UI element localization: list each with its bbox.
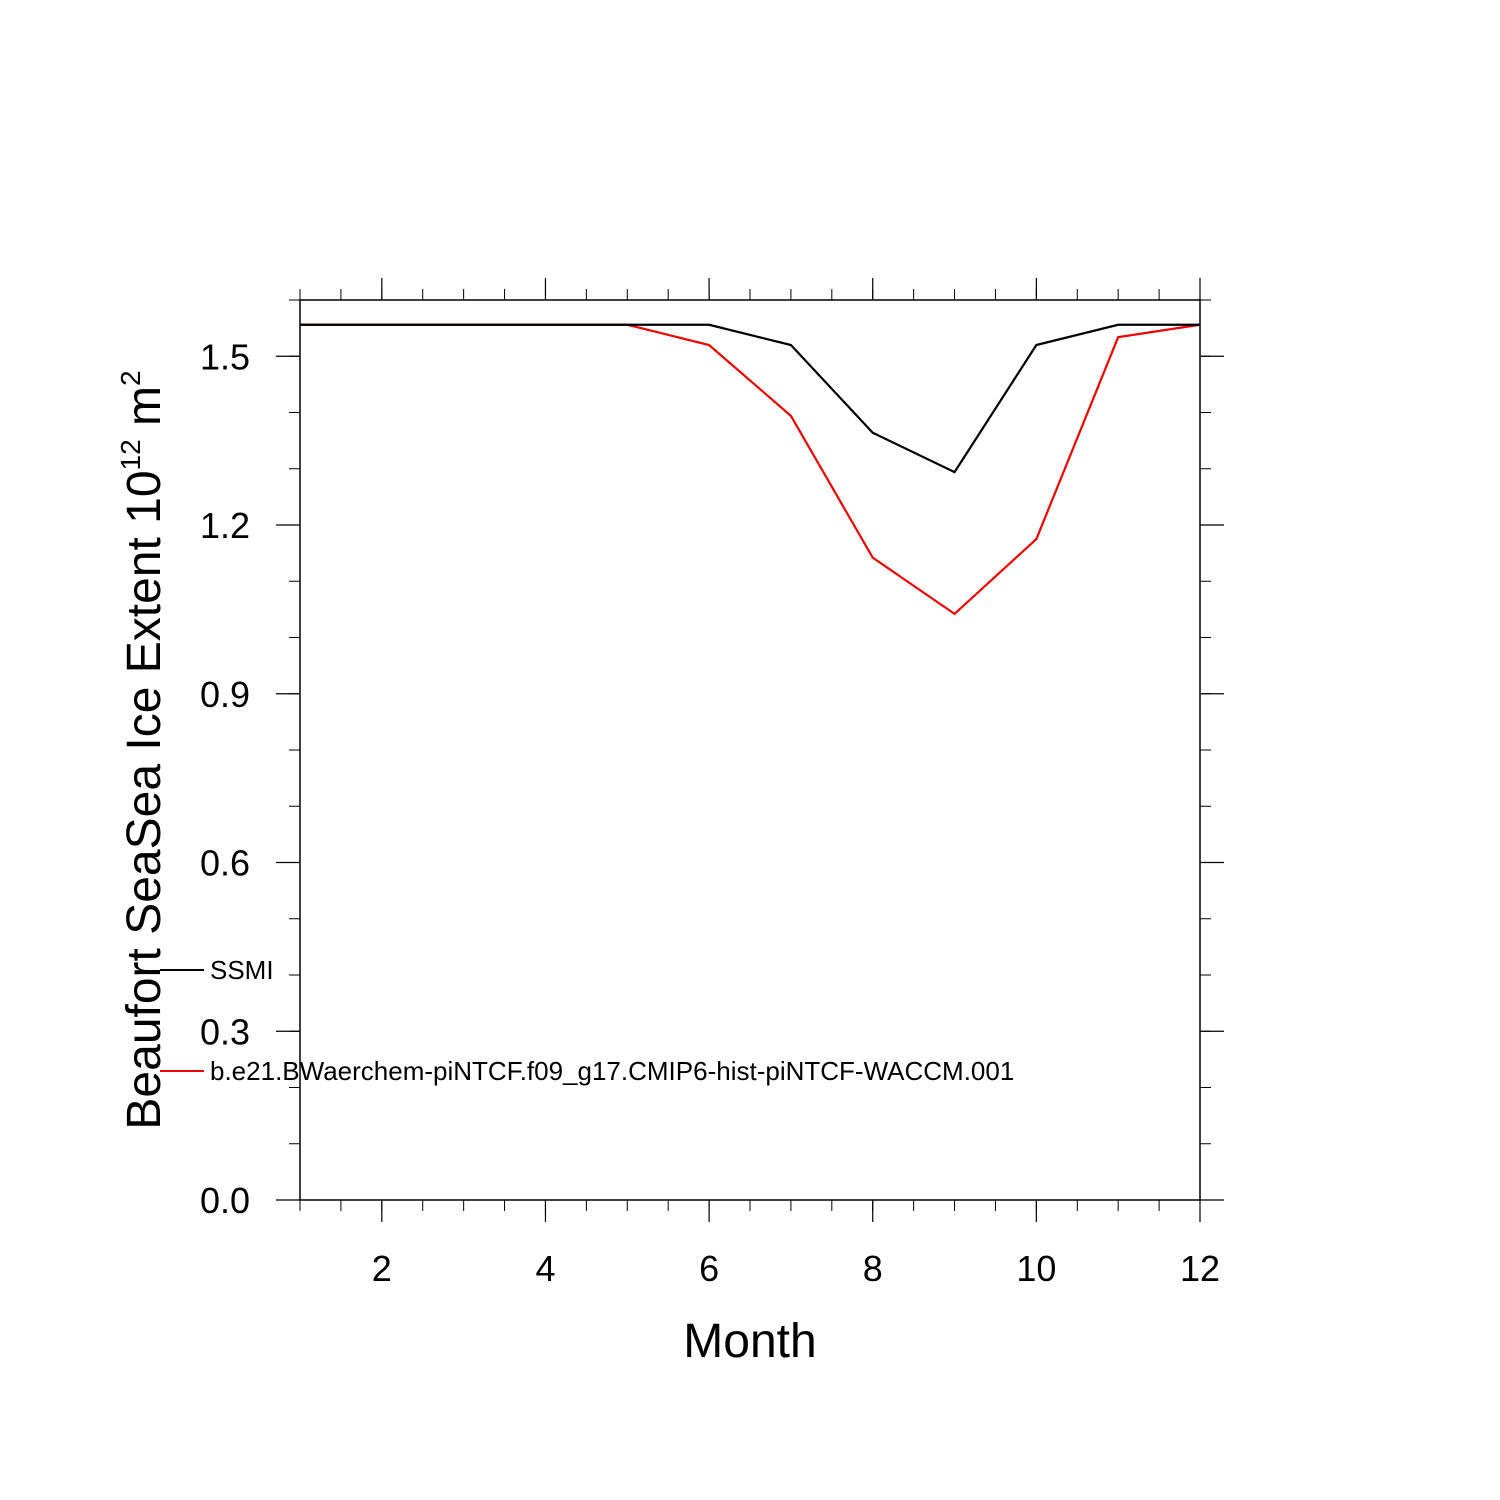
x-tick-label: 10	[1016, 1248, 1056, 1289]
y-tick-label: 1.5	[200, 336, 250, 377]
x-tick-label: 12	[1180, 1248, 1220, 1289]
x-tick-labels: 2 4 6 8 10 12	[372, 1248, 1220, 1289]
y-tick-labels: 0.0 0.3 0.6 0.9 1.2 1.5	[200, 336, 250, 1221]
y-tick-label: 0.6	[200, 843, 250, 884]
y-axis-title: Beaufort SeaSea Ice Extent 1012 m2	[115, 370, 171, 1129]
legend-label: SSMI	[210, 955, 274, 985]
x-tick-label: 4	[535, 1248, 555, 1289]
y-axis-title-main: Beaufort SeaSea Ice Extent 10	[118, 470, 171, 1129]
series-lines	[300, 323, 1201, 616]
series-line	[300, 323, 1200, 474]
y-tick-label: 0.0	[200, 1180, 250, 1221]
legend-label: b.e21.BWaerchem-piNTCF.f09_g17.CMIP6-his…	[210, 1056, 1014, 1086]
x-tick-label: 2	[372, 1248, 392, 1289]
x-tick-label: 8	[863, 1248, 883, 1289]
y-axis-title-unit-exponent: 2	[115, 370, 146, 386]
major-ticks	[276, 278, 1224, 1222]
series-line	[300, 323, 1201, 616]
y-axis-title-unit: m	[118, 386, 171, 439]
legend: SSMI b.e21.BWaerchem-piNTCF.f09_g17.CMIP6…	[160, 955, 1014, 1086]
plot-frame	[299, 299, 1201, 1201]
y-tick-label: 0.9	[200, 674, 250, 715]
x-axis-title: Month	[683, 1315, 816, 1368]
y-axis-title-exponent: 12	[115, 439, 146, 470]
x-tick-label: 6	[699, 1248, 719, 1289]
y-tick-label: 0.3	[200, 1011, 250, 1052]
y-tick-label: 1.2	[200, 505, 250, 546]
